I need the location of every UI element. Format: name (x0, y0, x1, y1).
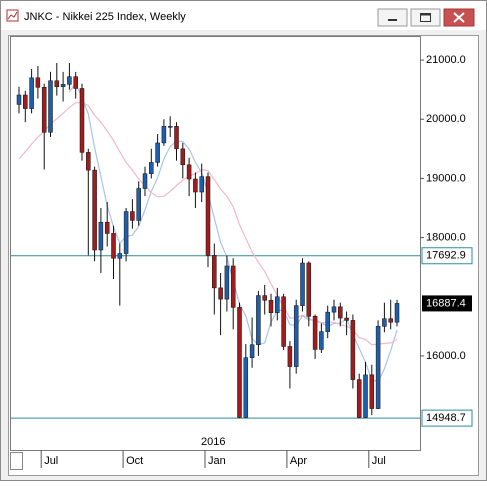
candle-body (98, 221, 104, 251)
candle-body (79, 88, 85, 153)
candle-body (281, 296, 286, 347)
level-label-box (421, 409, 473, 427)
candle-body (300, 262, 305, 306)
candle-body (186, 164, 192, 180)
candle-body (356, 379, 362, 418)
candle-body (174, 126, 179, 150)
candle-body (312, 316, 318, 350)
plot-area (10, 36, 421, 451)
candle-body (319, 331, 324, 350)
y-tick-label: 19000.0 (426, 172, 466, 184)
plot: 21000.0 20000.0 19000.0 18000.0 16000.0 Jul Oc… (11, 54, 473, 468)
candle-body (212, 255, 217, 289)
candle-body (155, 142, 160, 163)
candle-body (230, 265, 236, 308)
window-title: JNKC - Nikkei 225 Index, Weekly (24, 11, 186, 23)
scroll-box[interactable] (10, 452, 23, 470)
candle-body (388, 318, 393, 323)
x-tick-label: Jul (44, 455, 58, 467)
candle-body (331, 306, 337, 313)
year-label: 2016 (201, 436, 225, 448)
candle-body (218, 287, 223, 300)
y-tick-label: 18000.0 (426, 231, 466, 243)
candle-body (54, 80, 60, 87)
candle-body (23, 94, 28, 109)
last-price-box (422, 295, 472, 312)
candle-body (205, 176, 211, 256)
candle-body (123, 211, 129, 254)
candle-body (249, 344, 255, 358)
candle-body (256, 295, 261, 345)
candle-body (60, 84, 66, 87)
candle-body (149, 162, 154, 174)
level-label: 17692.9 (426, 250, 466, 262)
candle-body (117, 253, 123, 259)
candle-body (167, 126, 173, 128)
maximize-button[interactable] (410, 8, 441, 27)
candle-body (306, 262, 312, 317)
candle-body (375, 326, 381, 409)
candle-body (293, 305, 299, 367)
candle-body (86, 152, 91, 171)
candle-body (382, 318, 387, 327)
candle-body (325, 311, 330, 332)
candle-body (369, 374, 375, 409)
candle-body (243, 357, 249, 418)
candle-body (48, 80, 53, 133)
candle-body (180, 148, 186, 166)
candle-body (130, 211, 135, 221)
candle-body (224, 265, 230, 300)
candle-body (275, 296, 280, 313)
candle-body (350, 320, 356, 380)
candle-body (41, 87, 47, 133)
minimize-button[interactable] (377, 8, 408, 27)
candle-body (92, 169, 97, 251)
candle-body (161, 126, 167, 144)
candle-body (111, 233, 116, 259)
candle-body (35, 77, 41, 88)
candle-body (363, 374, 368, 418)
candle-body (142, 173, 148, 189)
candle-body (67, 76, 72, 85)
level-label: 14948.7 (426, 412, 466, 424)
last-price-label: 16887.4 (426, 297, 466, 309)
close-button[interactable] (443, 8, 475, 27)
x-tick-label: Jul (372, 455, 386, 467)
candle-body (104, 221, 110, 234)
candle-body (338, 306, 343, 319)
x-tick-label: Oct (126, 455, 143, 467)
candle-body (16, 94, 22, 105)
level-label-box (421, 247, 473, 265)
candle-body (287, 346, 293, 367)
candle-body (344, 317, 349, 321)
candle-body (394, 303, 400, 323)
y-tick-label: 21000.0 (426, 54, 466, 66)
candle-body (199, 176, 204, 193)
window-icon-graph (7, 11, 18, 20)
candle-body (262, 295, 267, 301)
y-tick-label: 20000.0 (426, 113, 466, 125)
x-tick-label: Apr (290, 455, 307, 467)
candle-body (29, 77, 34, 109)
y-tick-label: 16000.0 (426, 350, 466, 362)
candle-body (268, 300, 274, 313)
candle-body (136, 188, 141, 221)
x-tick-label: Jan (208, 455, 226, 467)
candle-body (193, 178, 198, 193)
candle-body (237, 307, 242, 418)
candle-body (73, 76, 78, 89)
